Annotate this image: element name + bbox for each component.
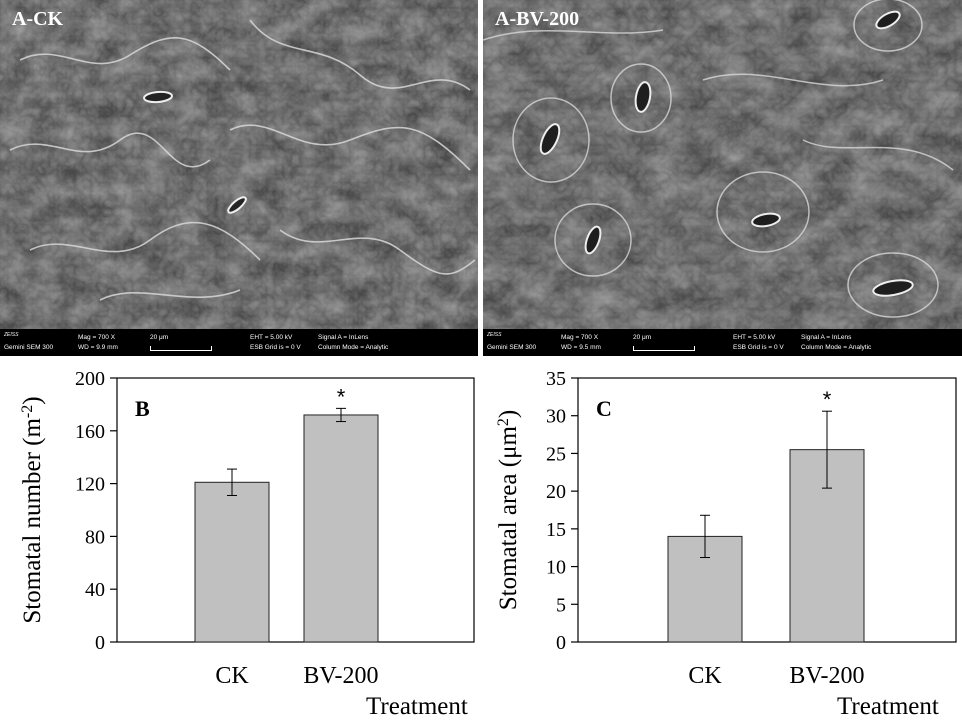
- chart-b-stomatal-number: 0 40 80 120 160 200 CK * BV-200 B Stomatal number …: [0, 360, 480, 723]
- sem-logo: ZEISS: [487, 332, 502, 338]
- sem-esb: ESB Grid is = 0 V: [733, 344, 784, 351]
- sem-panel-ck: A-CK ZEISS Gemini SEM 300 Mag = 700 X WD…: [0, 0, 478, 356]
- bar-ck: [194, 481, 270, 643]
- y-tick-label: 5: [556, 594, 566, 616]
- bar-bv-200: [303, 414, 379, 643]
- stoma-bv-1: [539, 123, 561, 155]
- plot-frame: [577, 377, 957, 643]
- y-tick-label: 10: [546, 557, 566, 579]
- sem-databar: ZEISS Gemini SEM 300 Mag = 700 X WD = 9.…: [0, 329, 478, 356]
- chart-panel-label: C: [596, 396, 612, 421]
- y-tick-label: 15: [546, 519, 566, 541]
- y-axis-title: Stomatal number (m-2): [19, 396, 47, 623]
- plot-frame: [116, 377, 475, 643]
- sem-wd: WD = 9.9 mm: [78, 344, 118, 351]
- sem-mag: Mag = 700 X: [561, 334, 599, 341]
- chart-c-stomatal-area: 0 5 10 15 20 25 30 35 CK * BV-200 C Stomatal area (μ…: [482, 360, 962, 723]
- sem-scale: 20 μm: [633, 334, 652, 341]
- x-category-label: CK: [688, 663, 722, 689]
- scale-bar: [633, 346, 695, 351]
- sem-signal: Signal A = InLens: [801, 334, 852, 341]
- stoma-ck-1: [143, 90, 173, 104]
- chart-b-svg: 0 40 80 120 160 200 CK * BV-200 B Stomatal number …: [19, 368, 475, 689]
- chart-c-x-axis-title: Treatment: [837, 693, 939, 720]
- sem-scale: 20 μm: [150, 334, 169, 341]
- stoma-bv-5: [875, 10, 901, 30]
- sem-logo: ZEISS: [4, 332, 19, 338]
- sem-eht: EHT = 5.00 kV: [733, 334, 776, 341]
- sem-micrograph-bv200: [483, 0, 962, 356]
- sem-esb: ESB Grid is = 0 V: [250, 344, 301, 351]
- sem-signal: Signal A = InLens: [318, 334, 369, 341]
- sem-mag: Mag = 700 X: [78, 334, 116, 341]
- y-tick-label: 0: [556, 632, 566, 654]
- sem-eht: EHT = 5.00 kV: [250, 334, 293, 341]
- stoma-bv-4: [584, 225, 602, 255]
- y-tick-label: 120: [75, 474, 105, 496]
- sem-instrument: Gemini SEM 300: [487, 344, 537, 351]
- y-tick-label: 35: [546, 368, 566, 390]
- y-tick-label: 80: [85, 526, 105, 548]
- x-category-label: BV-200: [789, 663, 864, 689]
- significance-marker: *: [337, 384, 346, 409]
- y-tick-label: 40: [85, 579, 105, 601]
- y-tick-label: 160: [75, 421, 105, 443]
- sem-panel-label: A-CK: [12, 8, 64, 30]
- y-axis-title: Stomatal area (μm2): [495, 410, 523, 611]
- sem-panel-label: A-BV-200: [495, 8, 580, 30]
- y-tick-label: 20: [546, 481, 566, 503]
- sem-micrograph-ck: [0, 0, 478, 356]
- sem-column: Column Mode = Analytic: [801, 344, 872, 351]
- sem-wd: WD = 9.5 mm: [561, 344, 601, 351]
- stoma-bv-2: [634, 81, 652, 113]
- x-category-label: BV-200: [303, 663, 378, 689]
- y-tick-label: 0: [95, 632, 105, 654]
- y-tick-label: 200: [75, 368, 105, 390]
- sem-panel-bv200: A-BV-200 ZEISS Gemini SEM 300 Mag = 700 …: [483, 0, 962, 356]
- x-category-label: CK: [215, 663, 249, 689]
- chart-b-x-axis-title: Treatment: [366, 693, 468, 720]
- stoma-bv-6: [872, 279, 914, 297]
- scale-bar: [150, 346, 212, 351]
- sem-column: Column Mode = Analytic: [318, 344, 389, 351]
- y-tick-label: 30: [546, 406, 566, 428]
- sem-databar: ZEISS Gemini SEM 300 Mag = 700 X WD = 9.…: [483, 329, 962, 356]
- chart-c-svg: 0 5 10 15 20 25 30 35 CK * BV-200 C Stomatal area (μ…: [495, 368, 957, 689]
- significance-marker: *: [823, 387, 832, 412]
- stoma-bv-3: [751, 212, 781, 228]
- sem-instrument: Gemini SEM 300: [4, 344, 54, 351]
- stoma-ck-2: [227, 196, 247, 214]
- y-tick-label: 25: [546, 443, 566, 465]
- chart-panel-label: B: [135, 396, 150, 421]
